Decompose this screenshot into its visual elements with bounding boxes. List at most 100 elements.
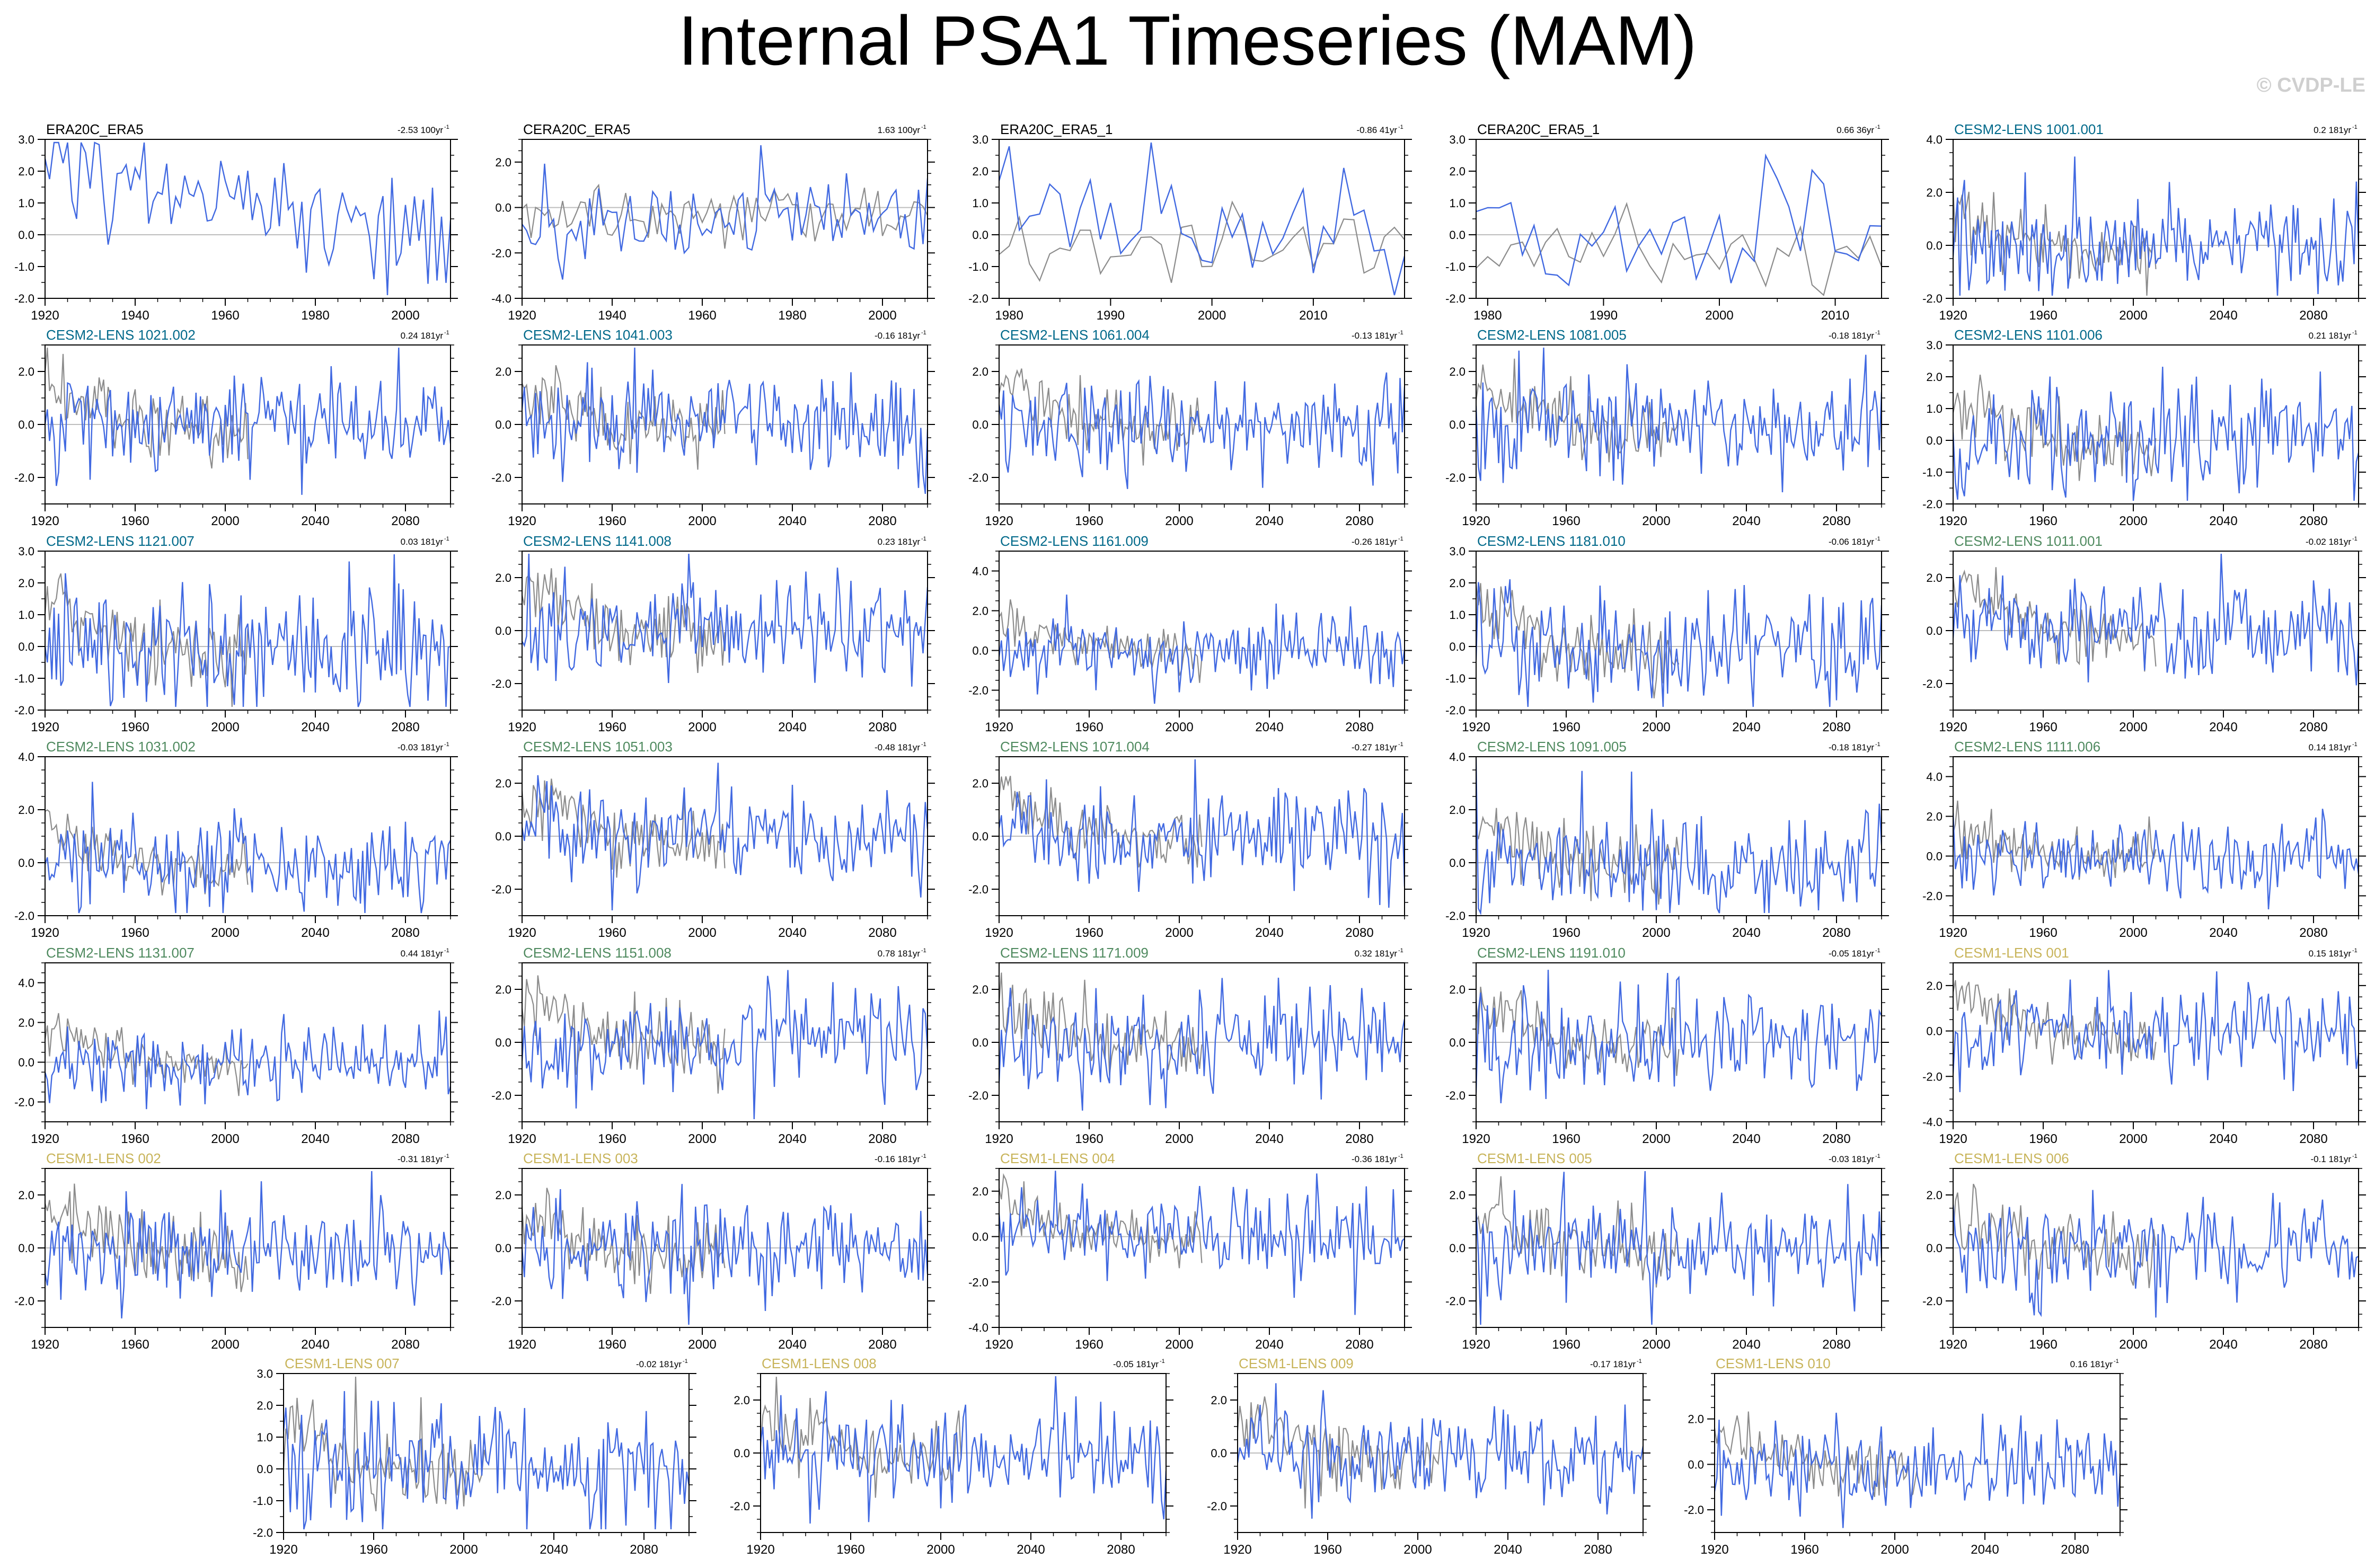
x-tick-label: 1920: [1700, 1543, 1728, 1557]
y-tick-label: -2.0: [253, 1526, 273, 1539]
timeseries-panel: CESM2-LENS 1041.003 -0.16 181yr -1 1920 1960…: [491, 327, 935, 528]
y-tick-label: 1.0: [1449, 608, 1465, 622]
x-tick-label: 1920: [985, 926, 1013, 940]
panel-label: ERA20C_ERA5: [46, 121, 144, 137]
model-series-line: [999, 142, 1405, 296]
x-tick-label: 1920: [985, 514, 1013, 528]
plot-frame: [1476, 551, 1882, 711]
timeseries-panel: CESM2-LENS 1001.001 0.2 181yr -1 1920 1960 20…: [1922, 121, 2366, 323]
trend-label: -0.16 181yr: [875, 331, 920, 341]
y-tick-label: -2.0: [968, 1275, 988, 1289]
y-tick-label: 0.0: [1449, 640, 1465, 653]
obs-series-line: [1476, 202, 1882, 297]
x-tick-label: 2000: [391, 308, 419, 323]
x-tick-label: 1960: [2029, 926, 2057, 940]
panel-label: CESM2-LENS 1081.005: [1477, 327, 1627, 343]
y-tick-label: 2.0: [1449, 365, 1465, 378]
y-tick-label: -2.0: [491, 246, 511, 260]
model-series-line: [45, 141, 451, 296]
timeseries-panel: CESM2-LENS 1121.007 0.03 181yr -1 1920 1960 2…: [14, 533, 458, 734]
x-tick-label: 1960: [359, 1543, 387, 1557]
y-tick-label: 3.0: [972, 133, 988, 146]
y-tick-label: 2.0: [734, 1394, 750, 1407]
obs-series-line: [522, 183, 928, 249]
y-tick-label: 2.0: [18, 1189, 34, 1202]
y-tick-label: 2.0: [18, 165, 34, 178]
timeseries-panel: CESM1-LENS 010 0.16 181yr -1 1920 1960 2000 20…: [1684, 1356, 2127, 1557]
y-tick-label: 0.0: [495, 1242, 511, 1255]
y-tick-label: 0.0: [1688, 1458, 1704, 1471]
panel-label: CESM2-LENS 1001.001: [1954, 121, 2104, 137]
y-tick-label: 0.0: [1926, 624, 1943, 637]
y-tick-label: -2.0: [491, 1089, 511, 1102]
x-tick-label: 1920: [1939, 1132, 1967, 1146]
trend-label: -0.06 181yr: [1829, 537, 1874, 547]
x-tick-label: 2000: [688, 720, 716, 734]
model-series-line: [1476, 153, 1882, 287]
y-tick-label: -2.0: [1445, 704, 1465, 717]
timeseries-panel: CESM2-LENS 1101.006 0.21 181yr -1 1920 1960 2…: [1922, 327, 2366, 528]
y-tick-label: -1.0: [14, 672, 34, 685]
model-series-line: [45, 554, 451, 707]
trend-label: -0.05 181yr: [1829, 949, 1874, 959]
plot-frame: [1476, 139, 1882, 299]
y-tick-label: 4.0: [1449, 750, 1465, 764]
x-tick-label: 2000: [688, 1132, 716, 1146]
x-tick-label: 2000: [211, 926, 239, 940]
x-tick-label: 1980: [1473, 308, 1502, 323]
obs-series-line: [1953, 186, 2157, 296]
panel-label: CESM2-LENS 1151.008: [523, 945, 672, 961]
x-tick-label: 1960: [598, 1337, 626, 1352]
x-tick-label: 2000: [1642, 1132, 1670, 1146]
x-tick-label: 1980: [301, 308, 329, 323]
y-tick-label: 4.0: [18, 977, 34, 990]
y-tick-label: 0.0: [495, 624, 511, 637]
model-series-line: [45, 347, 451, 495]
x-tick-label: 2040: [1255, 514, 1283, 528]
model-series-line: [1953, 367, 2359, 501]
timeseries-panel: ERA20C_ERA5 -2.53 100yr -1 1920 1940 1960 1980…: [14, 121, 458, 323]
x-tick-label: 2040: [1732, 514, 1760, 528]
y-tick-label: 2.0: [972, 983, 988, 996]
y-tick-label: 2.0: [495, 1189, 511, 1202]
x-tick-label: 2040: [2209, 1337, 2237, 1352]
trend-superscript: -1: [444, 330, 449, 336]
x-tick-label: 2000: [2119, 514, 2147, 528]
model-series-line: [1953, 1190, 2359, 1318]
model-series-line: [1238, 1383, 1643, 1519]
trend-superscript: -1: [444, 536, 449, 542]
y-tick-label: -2.0: [1445, 1295, 1465, 1308]
obs-series-line: [1476, 808, 1680, 905]
y-tick-label: 0.0: [18, 228, 34, 242]
timeseries-panel: CESM1-LENS 009 -0.17 181yr -1 1920 1960 2000 2…: [1207, 1356, 1650, 1557]
y-tick-label: 2.0: [18, 577, 34, 590]
x-tick-label: 2040: [1732, 1132, 1760, 1146]
y-tick-label: -4.0: [968, 1321, 988, 1334]
trend-label: -0.05 181yr: [1113, 1359, 1159, 1369]
panel-label: CESM2-LENS 1181.010: [1477, 533, 1626, 549]
trend-superscript: -1: [2114, 1358, 2119, 1365]
y-tick-label: 2.0: [495, 571, 511, 584]
x-tick-label: 2080: [391, 926, 419, 940]
trend-superscript: -1: [2352, 947, 2358, 954]
trend-label: 0.44 181yr: [401, 949, 444, 959]
trend-superscript: -1: [921, 741, 926, 748]
x-tick-label: 1920: [31, 514, 59, 528]
trend-label: 0.03 181yr: [401, 537, 444, 547]
trend-superscript: -1: [1398, 536, 1403, 542]
panel-label: CESM2-LENS 1141.008: [523, 533, 672, 549]
x-tick-label: 2000: [2119, 1337, 2147, 1352]
x-tick-label: 2080: [2299, 514, 2327, 528]
timeseries-panel: CESM2-LENS 1131.007 0.44 181yr -1 1920 1960 2…: [14, 945, 458, 1146]
y-tick-label: 2.0: [1688, 1413, 1704, 1426]
y-tick-label: 0.0: [1449, 1242, 1465, 1255]
y-tick-label: 1.0: [257, 1431, 273, 1444]
trend-label: -0.16 181yr: [875, 1154, 920, 1164]
timeseries-panel: CESM1-LENS 008 -0.05 181yr -1 1920 1960 2000 2…: [730, 1356, 1173, 1557]
model-series-line: [999, 977, 1405, 1111]
x-tick-label: 2000: [211, 1337, 239, 1352]
x-tick-label: 2080: [1345, 720, 1373, 734]
y-tick-label: 3.0: [1449, 545, 1465, 558]
timeseries-panel: CESM2-LENS 1021.002 0.24 181yr -1 1920 1960 2…: [14, 327, 458, 528]
x-tick-label: 2000: [1165, 1132, 1193, 1146]
